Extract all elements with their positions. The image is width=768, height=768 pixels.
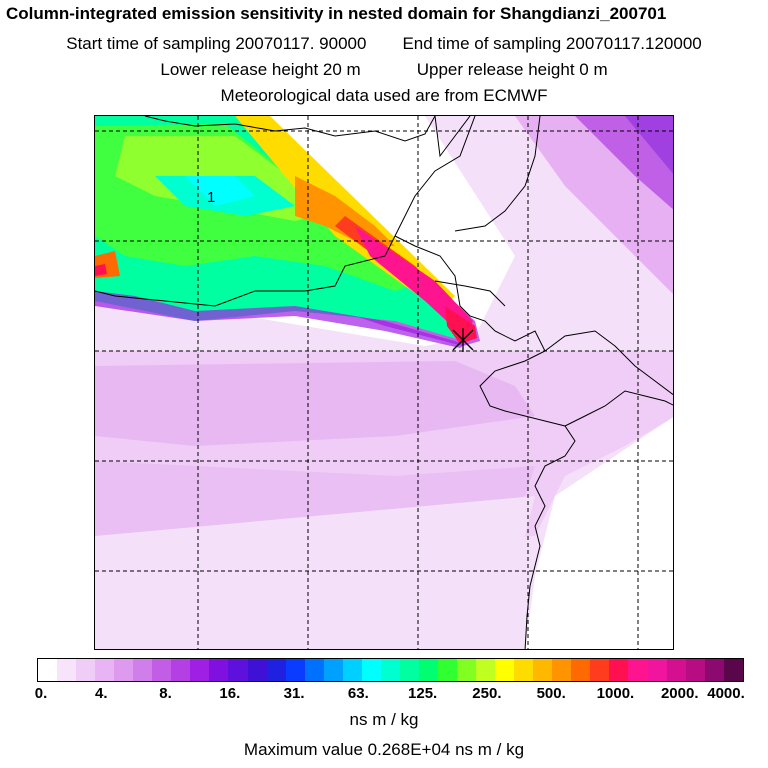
color-swatch	[323, 659, 343, 681]
color-scale-tick-label: 4000.	[707, 685, 745, 702]
color-scale-tick-label: 2000.	[660, 685, 699, 702]
color-scale-bar	[37, 658, 744, 682]
maximum-value: Maximum value 0.268E+04 ns m / kg	[243, 740, 525, 759]
color-swatch	[133, 659, 153, 681]
color-swatch	[209, 659, 229, 681]
color-swatch	[152, 659, 172, 681]
color-swatch	[704, 659, 724, 681]
coastlines	[95, 116, 673, 649]
color-swatch	[590, 659, 610, 681]
color-swatch	[76, 659, 96, 681]
color-swatch	[266, 659, 286, 681]
color-scale-tick-label: 4.	[95, 685, 108, 702]
color-swatch	[457, 659, 477, 681]
color-swatch	[114, 659, 134, 681]
met-data-source: Meteorological data used are from ECMWF	[220, 86, 548, 105]
graticule	[95, 116, 673, 649]
map-canvas: 1	[95, 116, 673, 649]
color-scale-tick-label: 31.	[283, 685, 305, 702]
color-swatch	[628, 659, 648, 681]
start-time: Start time of sampling 20070117. 90000	[66, 34, 367, 53]
color-scale-tick-label: 16.	[219, 685, 241, 702]
color-swatch	[171, 659, 191, 681]
color-swatch	[723, 659, 743, 681]
color-swatch	[437, 659, 458, 681]
color-swatch	[228, 659, 248, 681]
color-scale-tick-label: 125.	[408, 685, 438, 702]
color-swatch	[476, 659, 496, 681]
color-swatch	[190, 659, 210, 681]
color-swatch	[666, 659, 686, 681]
color-swatch	[285, 659, 305, 681]
sampling-times: Start time of sampling 20070117. 90000 En…	[0, 34, 768, 54]
color-swatch	[533, 659, 553, 681]
color-swatch	[552, 659, 572, 681]
color-swatch	[95, 659, 115, 681]
color-swatch	[361, 659, 381, 681]
color-scale-tick-label: 8.	[159, 685, 172, 702]
color-swatch	[495, 659, 515, 681]
sensitivity-plume	[95, 116, 480, 348]
color-swatch	[685, 659, 705, 681]
color-scale-tick-label: 500.	[536, 685, 566, 702]
color-swatch	[38, 659, 58, 681]
color-swatch	[647, 659, 667, 681]
color-scale-tick-label: 63.	[347, 685, 369, 702]
lower-release-height: Lower release height 20 m	[160, 60, 361, 79]
color-swatch	[399, 659, 419, 681]
map-title: Column-integrated emission sensitivity i…	[6, 4, 667, 23]
end-time: End time of sampling 20070117.120000	[402, 34, 702, 53]
upper-release-height: Upper release height 0 m	[416, 60, 608, 79]
color-swatch	[247, 659, 267, 681]
contour-label: 1	[207, 189, 215, 206]
color-swatch	[342, 659, 362, 681]
color-scale-units: ns m / kg	[349, 710, 419, 729]
color-scale-tick-label: 0.	[34, 685, 48, 702]
release-heights: Lower release height 20 m Upper release h…	[0, 60, 768, 80]
color-swatch	[380, 659, 400, 681]
color-swatch	[57, 659, 77, 681]
release-site-cross	[452, 328, 474, 352]
color-swatch	[609, 659, 629, 681]
color-scale-tick-label: 1000.	[596, 685, 635, 702]
color-scale-tick-label: 250.	[472, 685, 502, 702]
color-swatch	[304, 659, 324, 681]
map-panel: 1	[94, 115, 674, 650]
color-swatch	[418, 659, 438, 681]
color-swatch	[571, 659, 591, 681]
color-swatch	[514, 659, 534, 681]
